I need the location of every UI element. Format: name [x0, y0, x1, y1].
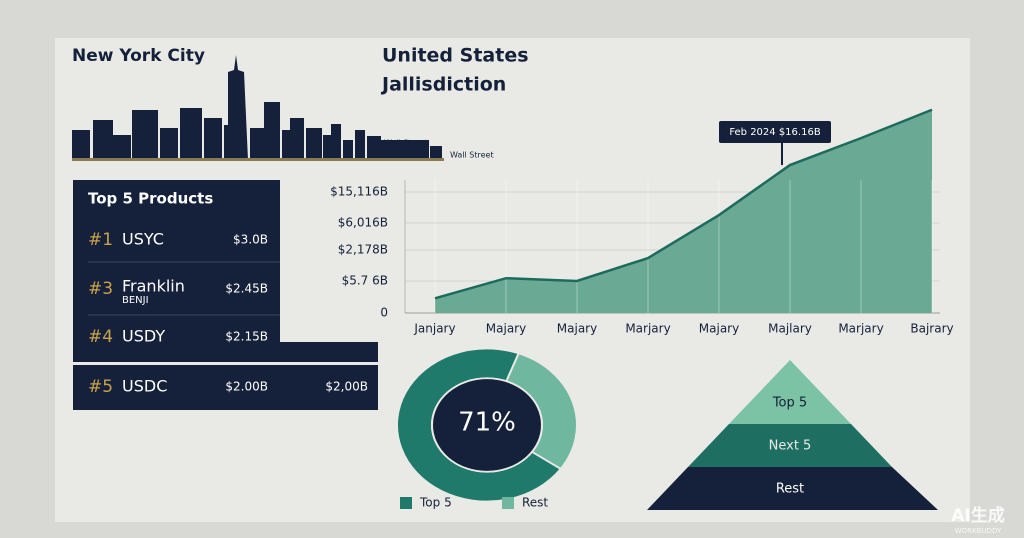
x-tick-label: Marjary [838, 322, 883, 336]
x-tick-label: Majary [557, 322, 597, 336]
legend-label: Top 5 [419, 496, 452, 510]
donut [396, 347, 578, 503]
watermark: AI生成 [951, 505, 1004, 526]
pyramid-label: Top 5 [772, 396, 807, 411]
y-tick-label: $2,178B [338, 243, 388, 257]
city-title: New York City [72, 46, 205, 66]
skyline-label: Wall Street [450, 151, 494, 160]
products-panel: Top 5 Products #1 USYC $3.0B #3 Franklin… [73, 180, 378, 410]
y-tick-label: $6,016B [338, 216, 388, 230]
pyramid: Top 5 Next 5 Rest [647, 360, 938, 510]
y-tick-label: $15,116B [330, 185, 388, 199]
donut-center [431, 377, 543, 473]
skyline [72, 55, 444, 161]
product-value: $2,00B [325, 380, 368, 394]
legend-swatch [400, 497, 412, 509]
product-value: $3.0B [233, 233, 268, 247]
x-tick-label: Bajrary [910, 322, 953, 336]
legend-label: Rest [522, 496, 548, 510]
x-tick-label: Majary [486, 322, 526, 336]
pyramid-label: Next 5 [769, 439, 812, 454]
product-sub: BENJI [122, 295, 149, 306]
rank: #5 [88, 377, 113, 397]
annotation-box [719, 121, 831, 143]
legend-swatch [502, 497, 514, 509]
product-name: Franklin [122, 277, 185, 296]
title: United States [382, 45, 529, 67]
x-tick-label: Janjary [413, 322, 455, 336]
skyline-label: Wall Street [384, 139, 428, 148]
product-name: USYC [122, 230, 164, 249]
x-tick-label: Marjary [625, 322, 670, 336]
subtitle: Jallisdiction [380, 74, 506, 96]
pyramid-level [647, 467, 938, 510]
x-tick-label: Majlary [768, 322, 812, 336]
y-tick-label: 0 [380, 306, 388, 320]
product-value: $2.15B [225, 330, 268, 344]
rank: #1 [88, 230, 113, 250]
area [435, 109, 932, 313]
product-name: USDC [122, 377, 167, 396]
pyramid-level [688, 424, 892, 467]
center-label: 71% [458, 408, 516, 438]
product-value: $2.00B [225, 380, 268, 394]
pyramid-label: Rest [776, 482, 804, 497]
watermark-sub: WORKBUDDY [955, 527, 1002, 535]
product-value: $2.45B [225, 282, 268, 296]
rank: #4 [88, 327, 113, 347]
products-title: Top 5 Products [88, 190, 213, 208]
x-tick-label: Majary [699, 322, 739, 336]
product-name: USDY [122, 327, 165, 346]
pyramid-level [729, 360, 851, 424]
rank: #3 [88, 279, 113, 299]
y-tick-label: $5.7 6B [342, 274, 388, 288]
line [434, 108, 933, 300]
annotation: Feb 2024 $16.16B [729, 127, 821, 138]
